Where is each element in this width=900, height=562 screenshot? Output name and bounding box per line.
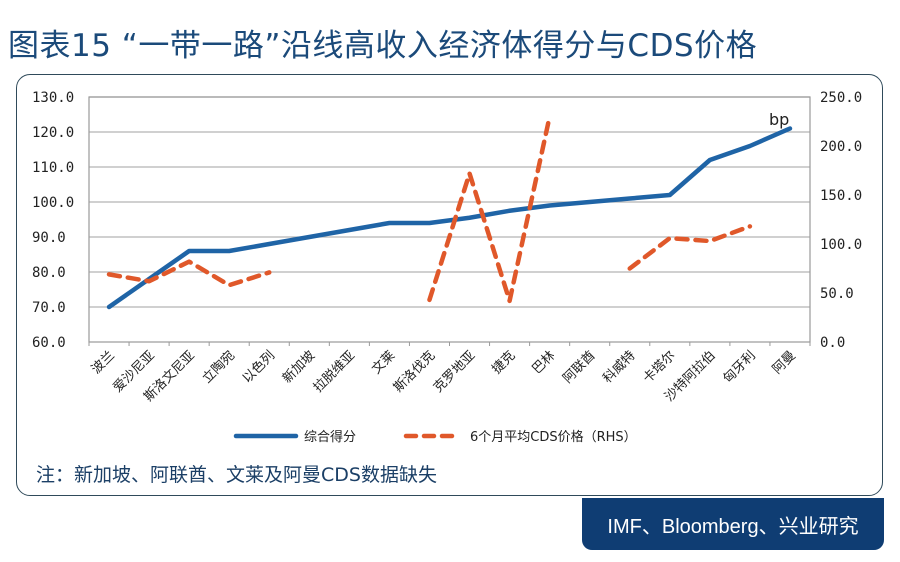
- y-axis-tick-label: 80.0: [32, 265, 66, 281]
- x-axis-category-label: 匈牙利: [721, 348, 759, 386]
- cds-series-line: [106, 259, 272, 288]
- y-axis-tick-label: 90.0: [32, 230, 66, 246]
- x-axis-category-label: 斯洛伐克: [391, 348, 438, 395]
- y2-axis-tick-label: 250.0: [820, 90, 862, 106]
- x-axis-category-label: 克罗地亚: [431, 348, 478, 395]
- x-axis-category-label: 阿曼: [770, 348, 799, 377]
- y-axis-tick-label: 130.0: [32, 90, 74, 106]
- cds-series-line: [627, 224, 753, 271]
- y2-axis-tick-label: 100.0: [820, 237, 862, 253]
- y2-unit-label: bp: [769, 110, 789, 129]
- chart-title: 图表15 “一带一路”沿线高收入经济体得分与CDS价格: [8, 28, 758, 64]
- x-axis-category-label: 立陶宛: [199, 348, 238, 387]
- y2-axis-tick-label: 200.0: [820, 139, 862, 155]
- x-axis-category-label: 巴林: [529, 348, 558, 377]
- chart-frame: [16, 74, 883, 496]
- y2-axis-tick-label: 50.0: [820, 286, 854, 302]
- y-axis-tick-label: 120.0: [32, 125, 74, 141]
- legend-cds-label: 6个月平均CDS价格（RHS）: [470, 429, 637, 445]
- y-axis-tick-label: 100.0: [32, 195, 74, 211]
- legend-score-label: 综合得分: [304, 429, 356, 445]
- x-axis-category-label: 阿联酋: [560, 348, 599, 387]
- source-label: IMF、Bloomberg、兴业研究: [582, 498, 884, 550]
- x-axis-category-label: 新加坡: [279, 348, 318, 387]
- x-axis-category-label: 拉脱维亚: [311, 348, 358, 395]
- y-axis-tick-label: 60.0: [32, 335, 66, 351]
- y-axis-tick-label: 70.0: [32, 300, 66, 316]
- y-axis-tick-label: 110.0: [32, 160, 74, 176]
- x-axis-category-label: 捷克: [489, 348, 518, 377]
- x-axis-category-label: 卡塔尔: [640, 348, 678, 386]
- y2-axis-tick-label: 0.0: [820, 335, 845, 351]
- y2-axis-tick-label: 150.0: [820, 188, 862, 204]
- score-series-line: [106, 126, 793, 310]
- x-axis-category-label: 以色列: [239, 348, 278, 387]
- x-axis-category-label: 文莱: [369, 348, 398, 377]
- footnote: 注：新加坡、阿联酋、文莱及阿曼CDS数据缺失: [36, 464, 437, 486]
- x-axis-category-label: 科威特: [600, 348, 638, 386]
- cds-series-line: [427, 114, 552, 304]
- x-axis-category-label: 波兰: [89, 348, 118, 377]
